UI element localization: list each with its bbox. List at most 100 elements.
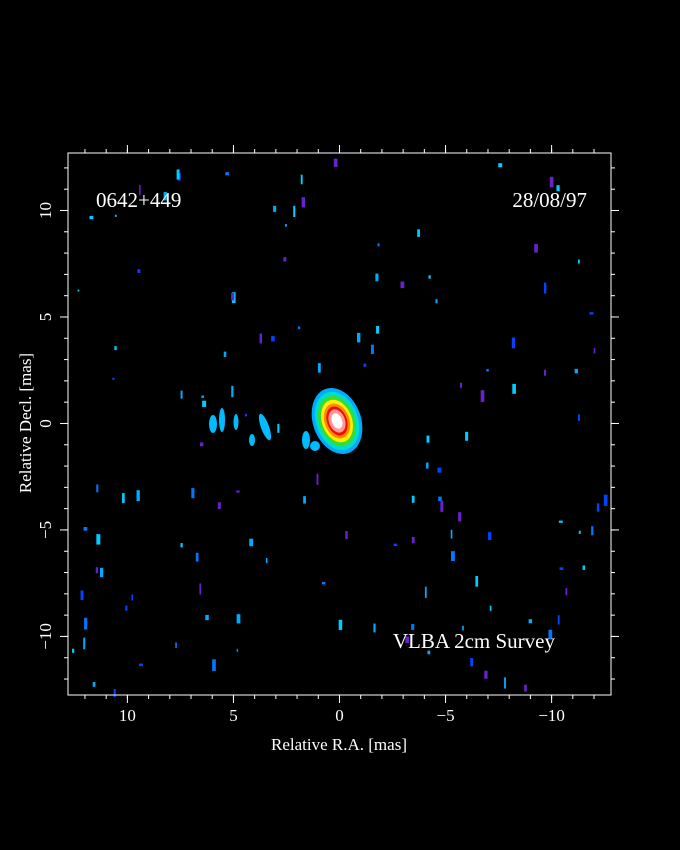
noise-speck — [424, 586, 427, 598]
noise-speck — [577, 259, 580, 264]
noise-speck — [504, 677, 506, 689]
noise-speck — [271, 336, 275, 342]
noise-speck — [333, 158, 338, 167]
noise-speck — [357, 332, 361, 343]
noise-speck — [548, 629, 553, 640]
noise-speck — [205, 614, 209, 621]
noise-speck — [231, 292, 235, 301]
noise-speck — [565, 588, 568, 596]
noise-speck — [593, 348, 596, 354]
noise-speck — [512, 383, 516, 394]
x-tick-label: 0 — [335, 706, 344, 725]
noise-speck — [199, 583, 202, 595]
x-tick-label: 5 — [229, 706, 238, 725]
noise-speck — [112, 377, 115, 380]
noise-speck — [285, 224, 287, 227]
noise-speck — [426, 462, 429, 469]
noise-speck — [201, 395, 205, 398]
noise-speck — [191, 488, 195, 499]
noise-speck — [511, 337, 516, 349]
noise-speck — [589, 312, 594, 315]
noise-speck — [83, 526, 88, 531]
noise-speck — [528, 619, 533, 624]
noise-speck — [114, 214, 117, 217]
noise-speck — [202, 400, 207, 407]
noise-speck — [596, 503, 600, 512]
noise-speck — [370, 344, 374, 355]
noise-speck — [175, 642, 177, 649]
blob — [219, 408, 225, 432]
noise-speck — [470, 658, 474, 667]
noise-speck — [543, 282, 547, 294]
noise-speck — [603, 494, 608, 506]
noise-speck — [578, 530, 581, 534]
noise-speck — [317, 363, 321, 373]
noise-speck — [139, 663, 143, 667]
noise-speck — [438, 496, 442, 501]
noise-speck — [338, 619, 343, 630]
noise-speck — [176, 169, 180, 180]
noise-speck — [458, 512, 462, 522]
noise-speck — [427, 650, 431, 655]
x-tick-label: −10 — [538, 706, 565, 725]
source-name: 0642+449 — [96, 188, 181, 212]
noise-speck — [487, 532, 492, 541]
noise-speck — [465, 431, 469, 441]
x-tick-label: −5 — [437, 706, 455, 725]
noise-speck — [122, 493, 125, 504]
noise-speck — [534, 244, 538, 253]
noise-speck — [574, 368, 578, 374]
noise-speck — [84, 617, 88, 630]
noise-speck — [83, 637, 86, 650]
noise-speck — [556, 185, 560, 192]
noise-speck — [411, 536, 415, 544]
noise-speck — [558, 520, 563, 523]
noise-speck — [462, 625, 464, 631]
noise-speck — [582, 565, 586, 570]
noise-speck — [489, 605, 492, 611]
noise-speck — [549, 176, 554, 188]
noise-speck — [277, 423, 280, 433]
noise-speck — [236, 614, 241, 624]
noise-speck — [363, 363, 367, 367]
source — [311, 388, 363, 454]
noise-speck — [180, 390, 183, 399]
noise-speck — [376, 325, 380, 334]
noise-speck — [113, 688, 116, 698]
y-tick-label: 0 — [36, 419, 55, 428]
noise-speck — [137, 269, 141, 273]
noise-layer — [72, 158, 608, 698]
noise-speck — [265, 557, 268, 563]
epoch: 28/08/97 — [512, 188, 587, 212]
noise-speck — [223, 351, 227, 357]
noise-speck — [92, 682, 96, 687]
noise-speck — [450, 551, 455, 562]
blob — [258, 413, 272, 441]
noise-speck — [273, 205, 277, 212]
noise-speck — [440, 500, 444, 512]
noise-speck — [236, 648, 239, 653]
noise-speck — [300, 174, 303, 185]
jet — [209, 408, 320, 451]
contour — [331, 413, 343, 429]
noise-speck — [316, 473, 319, 485]
noise-speck — [484, 670, 488, 679]
noise-speck — [212, 659, 216, 671]
noise-speck — [411, 624, 415, 630]
noise-speck — [136, 490, 140, 502]
survey-label: VLBA 2cm Survey — [393, 629, 556, 653]
noise-speck — [524, 684, 527, 692]
noise-speck — [231, 385, 234, 398]
y-tick-label: −5 — [36, 521, 55, 539]
noise-speck — [303, 496, 306, 504]
noise-speck — [199, 442, 204, 447]
y-axis-label: Relative Decl. [mas] — [16, 353, 35, 493]
noise-speck — [411, 495, 415, 503]
noise-speck — [96, 534, 101, 545]
noise-speck — [486, 368, 489, 372]
noise-speck — [321, 581, 326, 585]
noise-speck — [375, 273, 379, 282]
noise-speck — [195, 552, 199, 562]
noise-speck — [345, 531, 348, 540]
noise-speck — [428, 275, 431, 279]
